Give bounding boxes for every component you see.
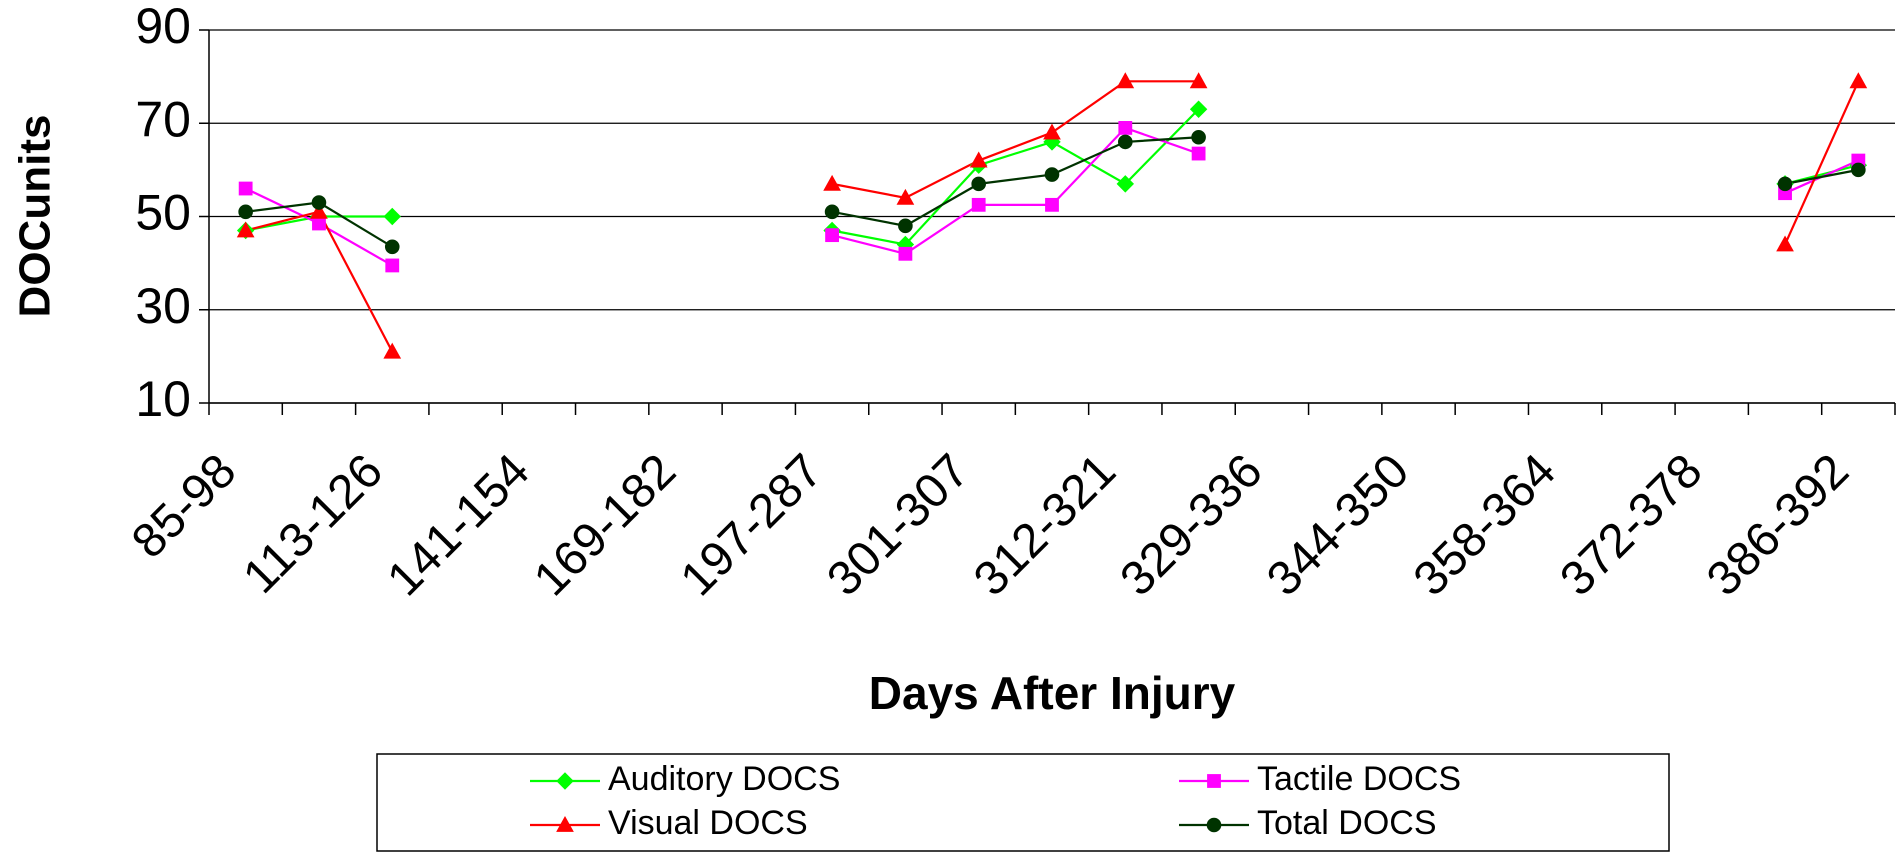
x-tick-label: 85-98	[122, 444, 246, 568]
data-point	[1777, 176, 1793, 192]
y-axis-title: DOCunits	[11, 115, 60, 318]
data-point	[238, 204, 253, 220]
x-axis-title: Days After Injury	[869, 667, 1236, 719]
data-point	[238, 181, 253, 196]
y-tick-label: 10	[135, 371, 191, 427]
legend-marker	[556, 772, 574, 790]
data-point	[385, 258, 400, 273]
data-point	[1118, 134, 1133, 150]
data-point	[1851, 162, 1866, 178]
legend-box	[376, 753, 1670, 852]
data-point	[969, 151, 988, 168]
x-tick-label: 358-364	[1404, 444, 1566, 606]
data-point	[1116, 72, 1135, 89]
series-line	[245, 136, 1859, 248]
data-point	[1043, 123, 1061, 140]
data-point	[1044, 167, 1060, 182]
data-point	[1191, 146, 1206, 161]
legend-label: Total DOCS	[1257, 804, 1437, 842]
x-tick-label: 386-392	[1697, 444, 1859, 606]
legend-marker	[1206, 817, 1222, 833]
data-point	[1189, 72, 1208, 89]
data-point	[1776, 235, 1794, 252]
data-point	[971, 197, 986, 212]
data-point	[383, 342, 402, 359]
y-tick-label: 50	[135, 185, 191, 241]
data-point	[1849, 72, 1868, 89]
x-tick-label: 344-350	[1257, 444, 1419, 606]
legend-label: Auditory DOCS	[608, 760, 840, 798]
data-point	[824, 204, 840, 220]
y-tick-label: 90	[135, 0, 191, 54]
data-point	[384, 239, 400, 255]
data-point	[1116, 175, 1135, 193]
legend-marker	[556, 815, 574, 832]
data-point	[896, 188, 915, 205]
x-tick-label: 197-287	[671, 444, 833, 606]
data-point	[1189, 100, 1208, 118]
x-tick-label: 312-321	[964, 444, 1126, 606]
y-tick-label: 70	[135, 91, 191, 147]
data-point	[383, 207, 401, 226]
data-point	[898, 218, 913, 234]
data-point	[1118, 121, 1133, 135]
y-tick-label: 30	[135, 278, 191, 334]
data-point	[823, 174, 841, 191]
x-tick-label: 169-182	[524, 444, 686, 606]
data-point	[311, 195, 327, 210]
x-tick-label: 301-307	[817, 444, 979, 606]
x-tick-label: 372-378	[1550, 444, 1712, 606]
legend-label: Tactile DOCS	[1257, 760, 1461, 798]
data-point	[1191, 129, 1206, 145]
data-point	[1045, 197, 1059, 212]
data-point	[898, 246, 913, 261]
data-point	[971, 176, 986, 192]
legend-label: Visual DOCS	[608, 804, 808, 842]
x-tick-label: 329-336	[1111, 444, 1273, 606]
legend-marker	[1207, 774, 1221, 788]
data-point	[825, 228, 839, 243]
data-point	[310, 202, 328, 219]
x-tick-label: 141-154	[378, 444, 540, 606]
x-tick-label: 113-126	[233, 444, 393, 604]
data-point	[236, 221, 255, 238]
data-point	[312, 216, 326, 231]
